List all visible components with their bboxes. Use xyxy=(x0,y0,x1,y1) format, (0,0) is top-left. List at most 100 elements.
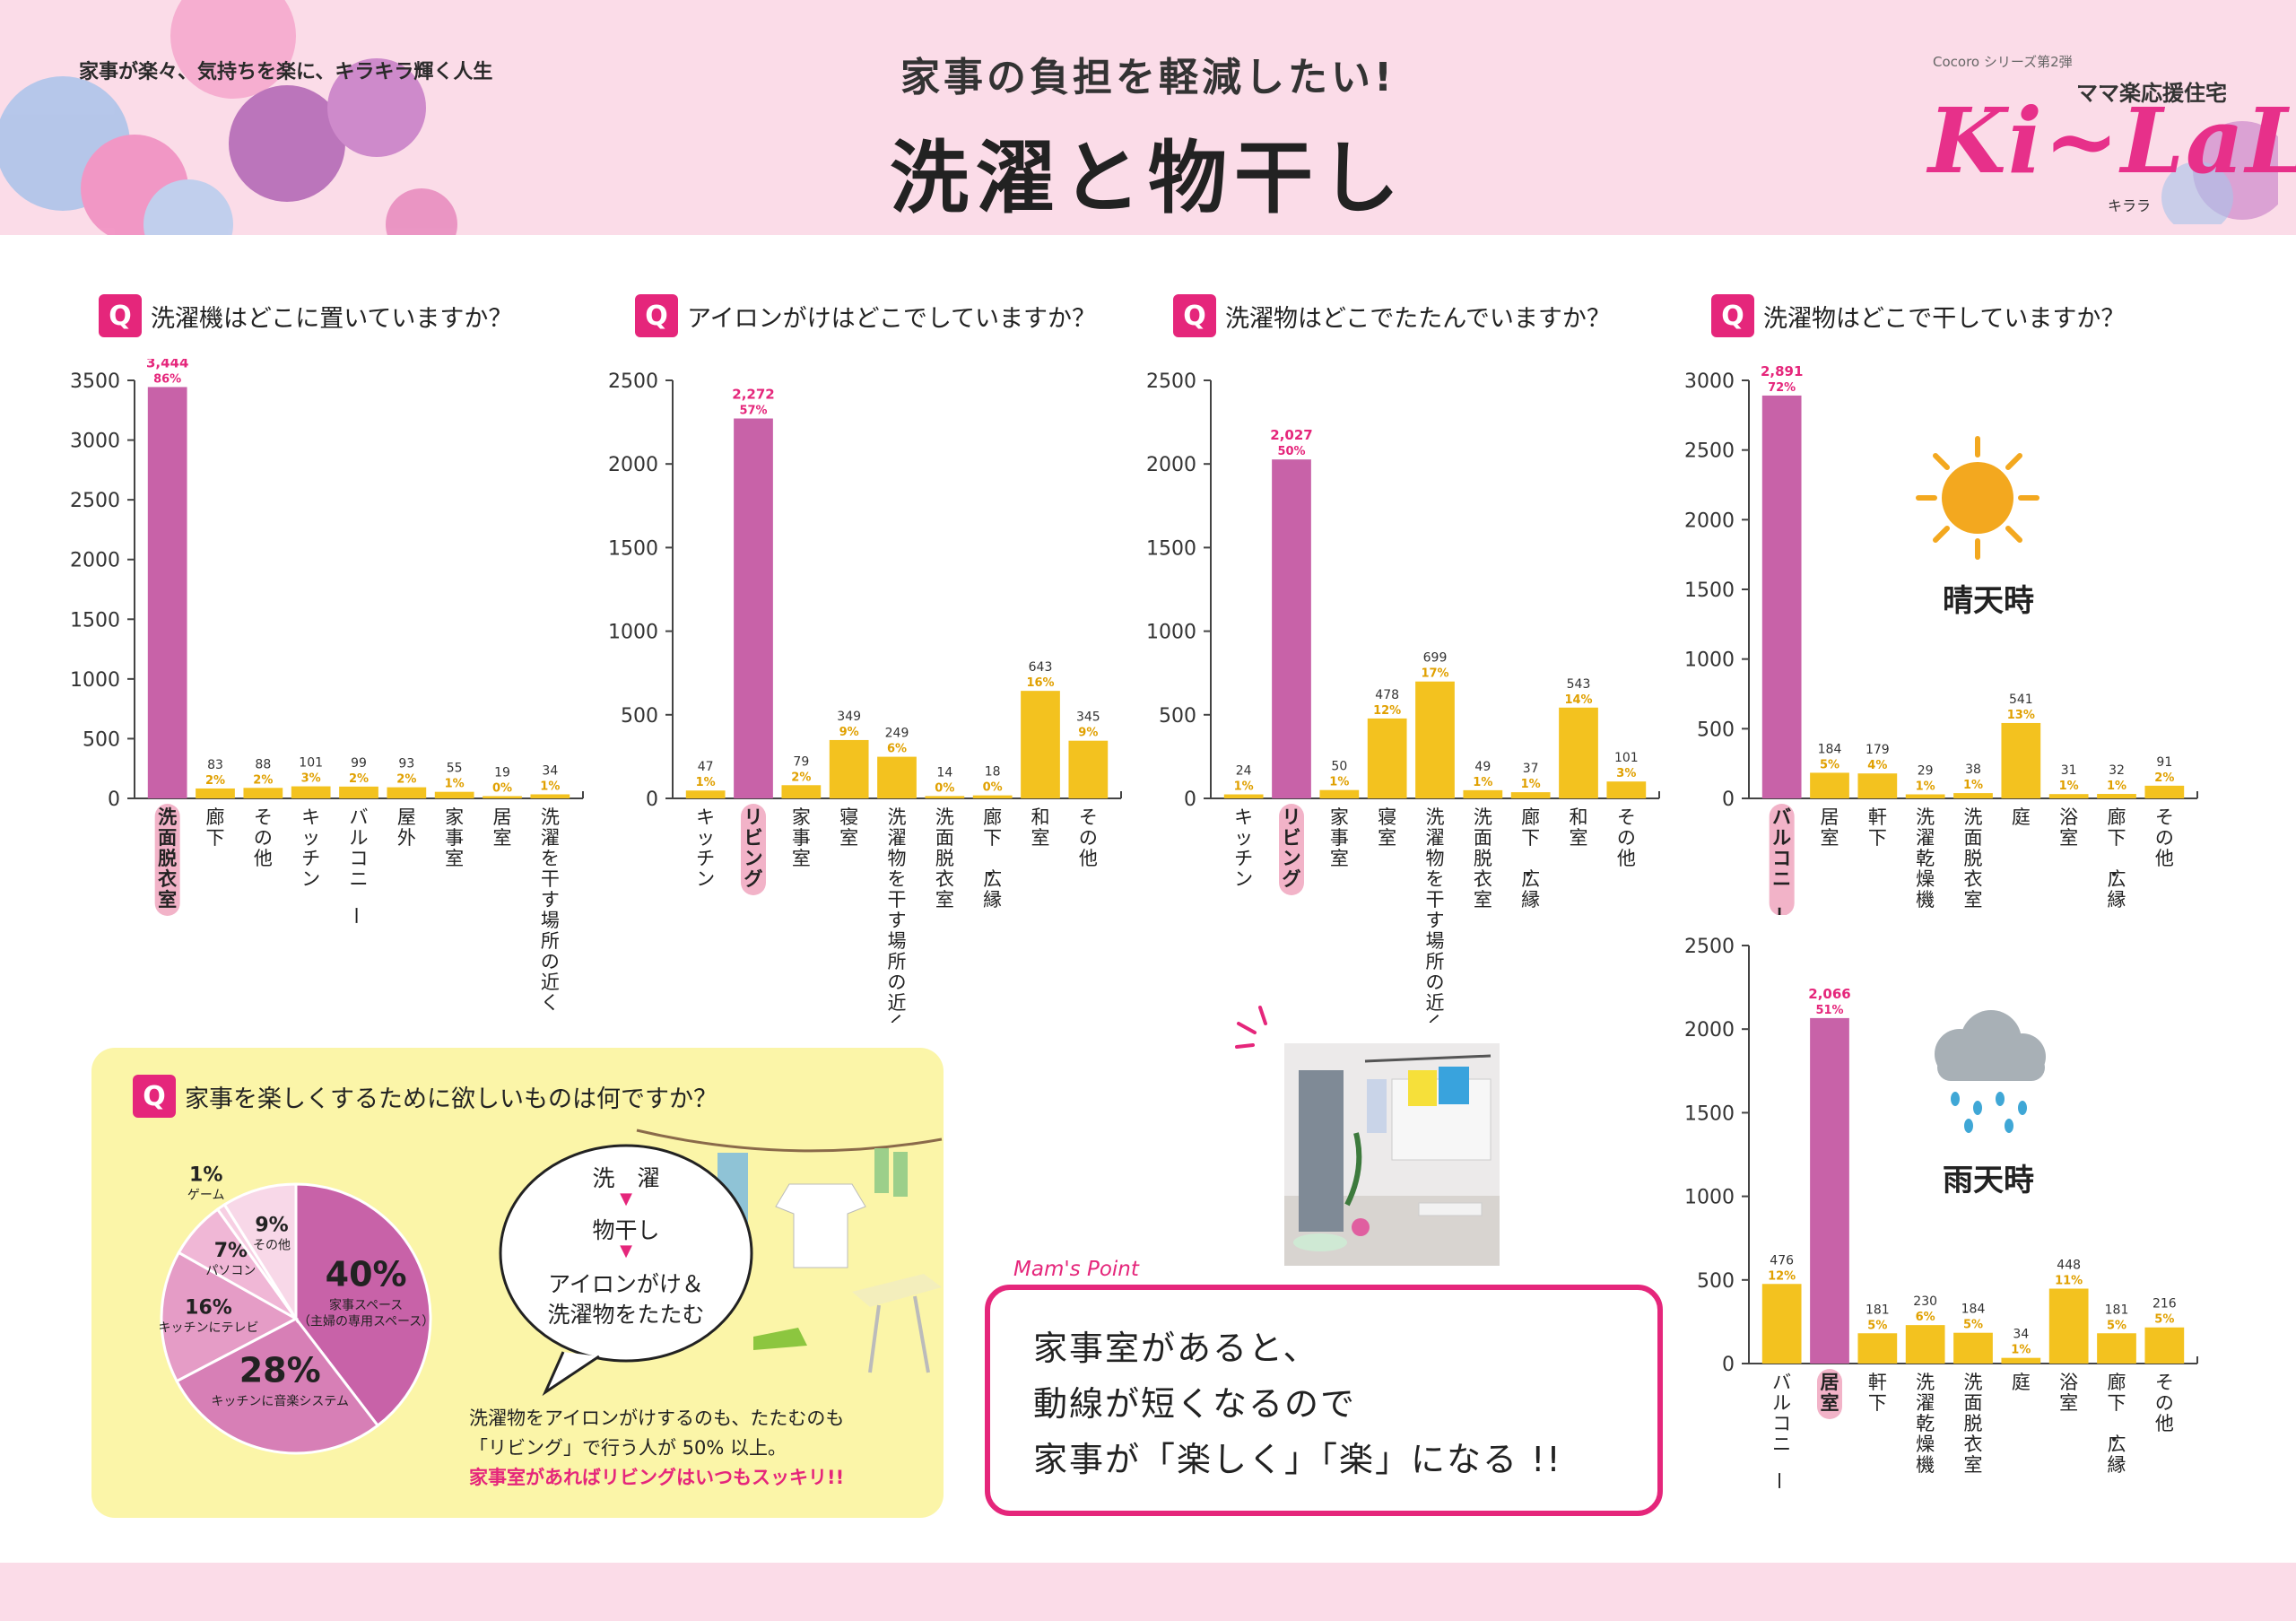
bar xyxy=(1905,794,1945,798)
bar-value-label: 91 xyxy=(2156,755,2172,770)
bar-value-label: 88 xyxy=(255,757,271,771)
y-tick-label: 1000 xyxy=(70,669,120,692)
x-tick-label: リビング xyxy=(744,806,763,890)
bar-value-label: 47 xyxy=(698,760,714,774)
y-tick-label: 0 xyxy=(1184,789,1196,811)
bar xyxy=(1223,794,1264,798)
bar xyxy=(877,756,917,798)
bar-percent-label: 2% xyxy=(791,771,811,784)
bar-chart-washer-location: 0 500 1000 1500 2000 2500 3000 3500 3,444 86% 洗面脱衣… xyxy=(70,359,584,1014)
bar-value-label: 34 xyxy=(542,763,558,778)
pie-chart-wishes: 40% 家事スペース（主婦の専用スペース） 28% キッチンに音楽システム 16%キッチ… xyxy=(159,1164,434,1455)
bar-value-label: 230 xyxy=(1913,1294,1937,1309)
rainy-label: 雨天時 xyxy=(1943,1163,2034,1198)
bar-value-label: 19 xyxy=(494,765,510,780)
pie-slice xyxy=(222,1182,298,1324)
pie-slice-label: 家事スペース xyxy=(329,1298,403,1313)
x-tick-label: 寝室 xyxy=(839,806,858,849)
bar xyxy=(2048,1288,2089,1364)
pie-slice-label: パソコン xyxy=(205,1264,256,1278)
bar xyxy=(291,786,331,798)
bar-percent-label: 1% xyxy=(696,776,716,789)
y-tick-label: 2000 xyxy=(1684,1019,1735,1041)
q-icon: Q xyxy=(133,1075,176,1118)
bar xyxy=(972,795,1013,798)
bar xyxy=(434,791,474,798)
y-tick-label: 2500 xyxy=(1684,936,1735,958)
bar-value-label: 2,066 xyxy=(1808,986,1850,1002)
bar xyxy=(1415,681,1455,798)
pie-percent-label: 40% xyxy=(326,1255,407,1294)
x-tick-label: 家事室 xyxy=(792,806,811,869)
highlight-label-bg xyxy=(1769,804,1795,915)
x-tick-label: その他 xyxy=(2155,1372,2174,1434)
bar-percent-label: 5% xyxy=(2154,1313,2174,1327)
x-tick-label: キッチン xyxy=(696,806,715,890)
question-5: Q 家事を楽しくするために欲しいものは何ですか？ xyxy=(133,1075,718,1118)
speech-bubble xyxy=(499,1144,753,1397)
bar xyxy=(685,790,726,798)
bar-value-label: 643 xyxy=(1029,660,1053,675)
flow-step-iron: アイロンがけ＆ xyxy=(548,1271,704,1297)
x-tick-label: リビング xyxy=(1283,806,1301,890)
q-icon: Q xyxy=(635,294,678,337)
bar-percent-label: 1% xyxy=(1473,776,1492,789)
bar-value-label: 14 xyxy=(936,765,952,780)
bar-value-label: 345 xyxy=(1076,710,1100,725)
highlight-label-bg xyxy=(1817,1369,1842,1419)
bar xyxy=(387,787,427,798)
bar-percent-label: 86% xyxy=(153,372,181,386)
sparkle-lines-icon xyxy=(1235,1006,1267,1049)
bar-percent-label: 2% xyxy=(253,773,273,787)
bar xyxy=(483,796,522,798)
x-tick-label: 居室 xyxy=(1821,1372,1839,1414)
pie-slice-label: キッチンにテレビ xyxy=(159,1320,259,1335)
note-line-2: 「リビング」で行う人が 50% 以上。 xyxy=(469,1437,787,1459)
x-tick-label: 浴室 xyxy=(2059,1372,2078,1414)
x-tick-label: その他 xyxy=(254,806,273,869)
y-tick-label: 1000 xyxy=(1146,622,1196,644)
y-tick-label: 500 xyxy=(83,728,120,751)
x-tick-label: 廊下 xyxy=(206,806,225,849)
pie-slice-sublabel: （主婦の専用スペース） xyxy=(298,1314,434,1329)
bar-value-label: 2,027 xyxy=(1270,427,1312,443)
bar-percent-label: 5% xyxy=(1867,1319,1887,1332)
logo-kana: キララ xyxy=(2108,197,2152,214)
bar xyxy=(781,785,822,798)
bar xyxy=(1953,793,1993,798)
y-tick-label: 0 xyxy=(1722,1354,1735,1376)
bar xyxy=(1272,459,1311,798)
y-tick-label: 2000 xyxy=(1684,510,1735,532)
bar-value-label: 448 xyxy=(2057,1258,2081,1272)
bar-percent-label: 1% xyxy=(445,778,465,791)
bar xyxy=(1953,1332,1993,1364)
y-tick-label: 1500 xyxy=(608,537,658,560)
flow-step-wash: 洗 濯 xyxy=(592,1165,660,1191)
bar xyxy=(530,794,570,798)
pie-percent-label: 1% xyxy=(189,1164,222,1187)
sunny-label: 晴天時 xyxy=(1943,583,2034,619)
mams-line-1: 家事室があると、 xyxy=(1033,1329,1319,1368)
bar-value-label: 55 xyxy=(447,762,463,776)
x-tick-label: 洗濯物を干す場所の近く xyxy=(888,806,907,1023)
y-tick-label: 1000 xyxy=(1684,1187,1735,1209)
bar-percent-label: 3% xyxy=(1616,767,1636,780)
bar-chart-folding-location: 05001000150020002500241%キッチン2,02750%リビング… xyxy=(1146,370,1660,1023)
x-tick-label: 軒下 xyxy=(1868,1372,1887,1414)
bar-value-label: 3,444 xyxy=(146,359,188,370)
question-5-text: 家事を楽しくするために欲しいものは何ですか？ xyxy=(185,1085,718,1113)
bar-value-label: 50 xyxy=(1331,760,1347,774)
bar-value-label: 181 xyxy=(2105,1303,2129,1317)
bar-value-label: 99 xyxy=(351,756,367,771)
x-tick-label: 洗濯物を干す場所の近く xyxy=(1426,806,1445,1023)
down-arrow-icon: ▼ xyxy=(620,1190,632,1208)
x-tick-label: 廊下・広縁 xyxy=(1517,806,1540,911)
bar-percent-label: 5% xyxy=(2107,1319,2126,1332)
bar-value-label: 31 xyxy=(2061,763,2077,778)
bar xyxy=(1068,740,1109,798)
bar-value-label: 24 xyxy=(1236,764,1252,779)
logo-series: Cocoro シリーズ第2弾 xyxy=(1933,54,2073,70)
question-4-text: 洗濯物はどこで干していますか？ xyxy=(1763,304,2126,333)
bar-percent-label: 50% xyxy=(1277,445,1305,458)
x-tick-label: キッチン xyxy=(301,806,320,890)
